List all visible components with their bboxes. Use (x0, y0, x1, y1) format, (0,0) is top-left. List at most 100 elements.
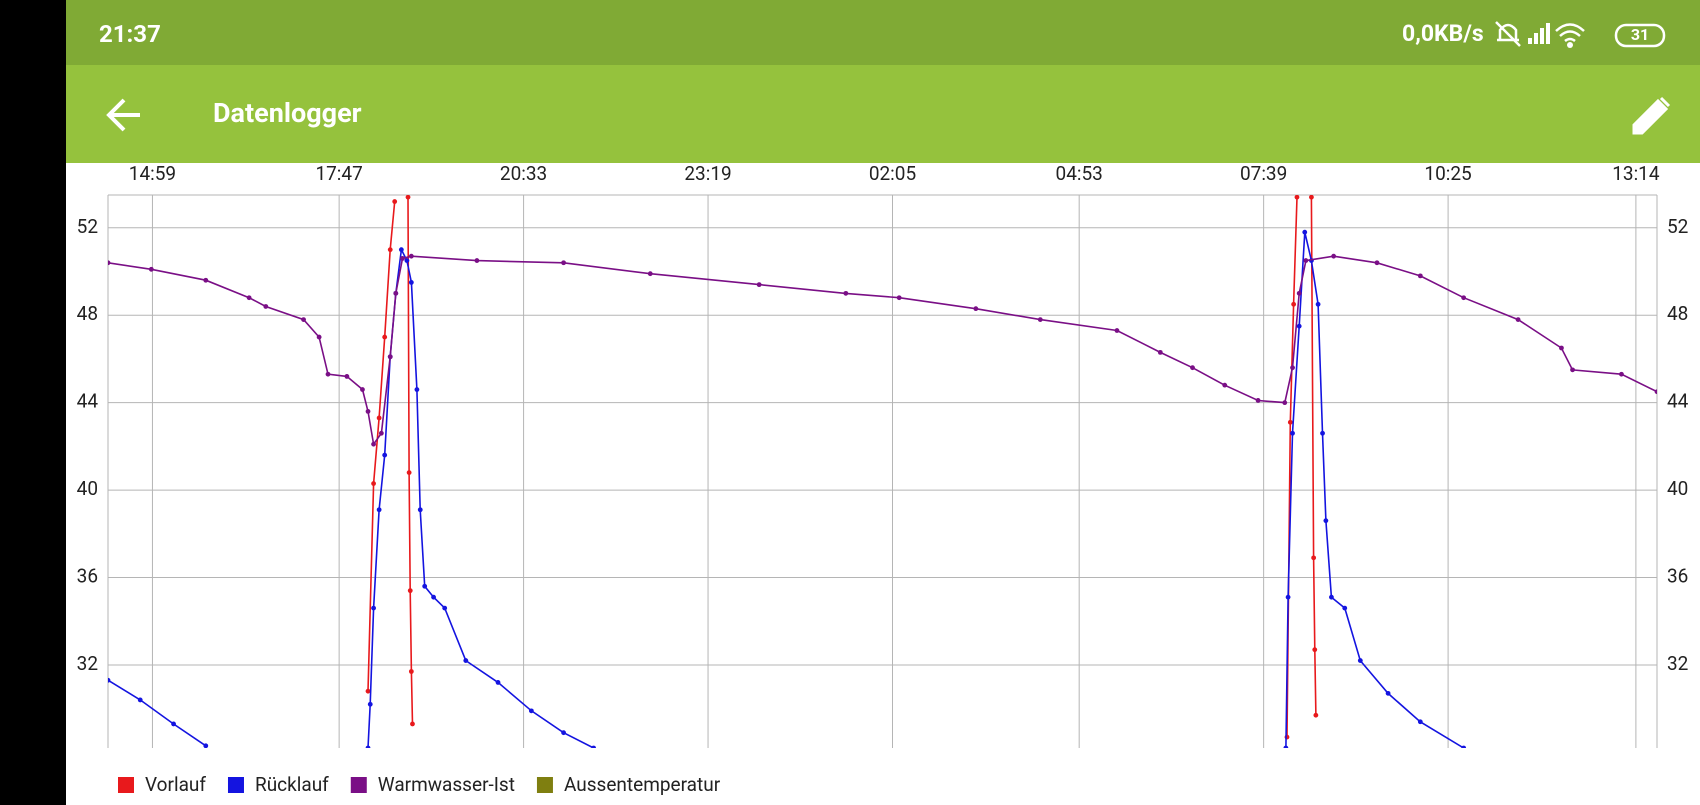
y-tick-label-right: 44 (1667, 390, 1689, 413)
data-point (1417, 273, 1423, 279)
data-point (376, 507, 382, 513)
data-point (148, 266, 154, 272)
data-point (843, 290, 849, 296)
data-point (1357, 658, 1363, 663)
data-point (591, 745, 596, 748)
y-tick-label: 52 (77, 215, 98, 238)
legend-swatch (118, 777, 134, 793)
data-point (417, 507, 423, 513)
data-point (316, 334, 322, 340)
legend-label: Aussentemperatur (564, 773, 721, 796)
data-point (1290, 365, 1295, 371)
data-point (896, 295, 902, 301)
x-tick-label: 14:59 (129, 162, 176, 185)
data-point (371, 481, 376, 486)
status-icons: 31 (1495, 21, 1666, 48)
data-point (137, 697, 143, 703)
legend-swatch (350, 777, 367, 793)
data-point (371, 605, 376, 611)
data-point (561, 730, 566, 736)
data-point (647, 271, 653, 277)
data-point (406, 470, 412, 475)
data-point (246, 295, 252, 301)
data-point (392, 199, 398, 204)
data-point (1296, 323, 1302, 329)
status-bar: 21:37 0,0KB/s 31 (66, 0, 1700, 65)
legend-label: Warmwasser-Ist (378, 773, 515, 796)
y-tick-label: 48 (77, 302, 98, 325)
data-point (1461, 745, 1467, 748)
data-point (1283, 745, 1289, 748)
x-tick-label: 10:25 (1424, 162, 1471, 185)
data-point (344, 374, 350, 379)
data-point (1285, 594, 1291, 600)
data-point (1329, 594, 1334, 600)
data-point (973, 306, 979, 312)
left-bezel (0, 0, 66, 805)
data-point (1315, 301, 1321, 307)
data-point (1287, 419, 1293, 425)
data-point (387, 247, 393, 253)
data-point (203, 743, 209, 748)
data-point (404, 258, 410, 263)
data-point (1255, 398, 1261, 403)
data-point (1342, 605, 1348, 611)
data-point (1559, 345, 1564, 351)
y-tick-label-right: 48 (1667, 302, 1688, 325)
status-network: 0,0KB/s (1402, 20, 1484, 47)
data-point (1320, 430, 1325, 436)
app-title: Datenlogger (213, 97, 362, 129)
data-point (365, 688, 371, 694)
data-point (1282, 400, 1288, 406)
x-tick-label: 23:19 (684, 162, 731, 185)
data-point (398, 247, 404, 253)
data-point (405, 195, 411, 200)
edit-button[interactable] (1630, 95, 1672, 137)
data-point (203, 277, 209, 283)
data-point (108, 677, 111, 683)
data-point (407, 588, 413, 594)
data-point (365, 408, 371, 414)
data-point (1037, 317, 1043, 322)
x-tick-label: 02:05 (869, 162, 916, 185)
y-tick-label: 44 (77, 390, 99, 413)
data-point (1312, 647, 1318, 653)
data-point (108, 260, 111, 266)
legend-swatch (536, 777, 553, 793)
data-point (393, 290, 399, 296)
legend-label: Rücklauf (255, 773, 329, 796)
x-tick-label: 04:53 (1056, 162, 1103, 185)
data-point (1654, 389, 1657, 395)
back-button[interactable] (104, 95, 144, 135)
data-point (360, 387, 365, 392)
data-point (1291, 301, 1297, 307)
data-point (325, 371, 331, 377)
data-point (410, 721, 415, 727)
y-tick-label-right: 52 (1667, 215, 1688, 238)
data-point (387, 354, 393, 360)
data-point (1294, 195, 1300, 200)
data-point (1302, 229, 1308, 235)
data-point (1114, 328, 1120, 333)
data-point (1417, 719, 1423, 725)
data-point (301, 317, 306, 322)
data-point (561, 260, 566, 266)
series-line (367, 197, 1317, 738)
data-point (1190, 365, 1195, 371)
data-point (408, 669, 414, 674)
battery-level: 31 (1631, 25, 1649, 44)
data-point (1331, 253, 1337, 259)
data-point (1313, 712, 1319, 718)
y-tick-label: 40 (77, 477, 98, 500)
data-point (1157, 349, 1163, 355)
y-tick-label: 36 (77, 565, 98, 588)
data-point (1374, 260, 1380, 266)
data-point (1461, 295, 1467, 301)
data-point (378, 430, 384, 436)
data-point (1323, 518, 1329, 524)
x-tick-label: 07:39 (1240, 162, 1287, 185)
x-tick-label: 17:47 (315, 162, 362, 185)
data-point (414, 387, 420, 392)
x-tick-label: 13:14 (1612, 162, 1660, 185)
